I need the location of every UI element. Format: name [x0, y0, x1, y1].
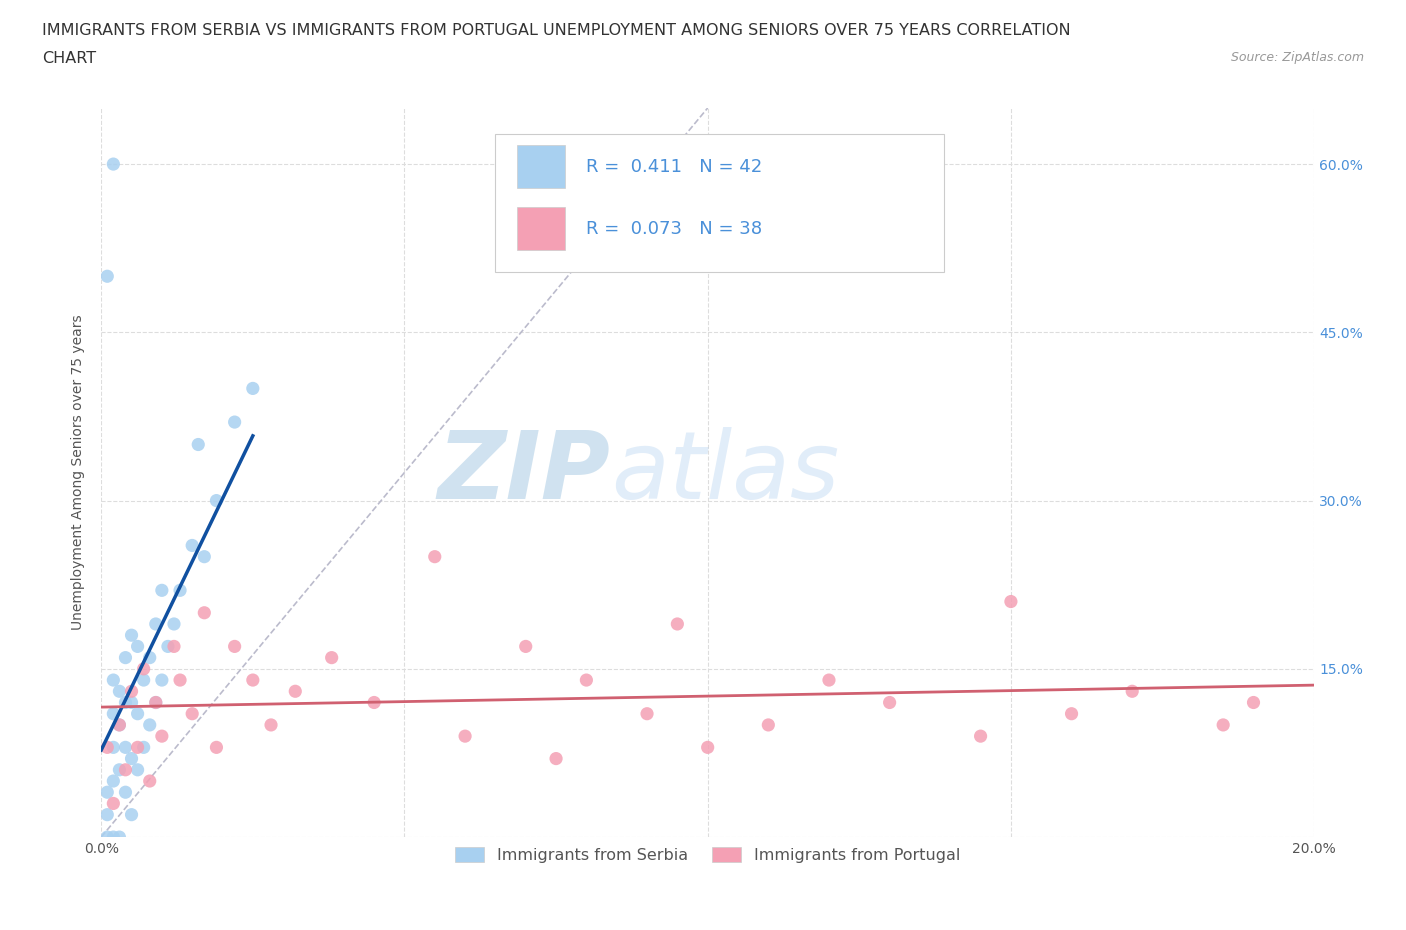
Point — [132, 672, 155, 687]
Point — [454, 729, 477, 744]
Point — [515, 639, 537, 654]
Point — [145, 695, 167, 710]
Point — [103, 796, 125, 811]
Point — [1000, 594, 1022, 609]
Point — [121, 628, 143, 643]
Point — [108, 717, 131, 732]
Point — [163, 617, 186, 631]
Point — [103, 672, 125, 687]
Point — [205, 493, 228, 508]
Point — [114, 650, 136, 665]
Point — [544, 751, 567, 766]
Point — [363, 695, 385, 710]
Point — [108, 763, 131, 777]
Text: ZIP: ZIP — [437, 427, 610, 519]
Point — [756, 717, 779, 732]
Point — [127, 763, 149, 777]
Point — [138, 774, 160, 789]
Point — [108, 684, 131, 698]
Point — [145, 617, 167, 631]
Point — [193, 605, 215, 620]
Text: CHART: CHART — [42, 51, 96, 66]
Point — [96, 830, 118, 844]
Point — [224, 639, 246, 654]
Text: R =  0.411   N = 42: R = 0.411 N = 42 — [586, 158, 762, 176]
Point — [103, 740, 125, 755]
Point — [114, 740, 136, 755]
Point — [193, 550, 215, 565]
FancyBboxPatch shape — [495, 134, 945, 272]
Point — [121, 807, 143, 822]
Point — [108, 830, 131, 844]
Point — [1212, 717, 1234, 732]
Point — [321, 650, 343, 665]
Point — [132, 740, 155, 755]
Point — [114, 695, 136, 710]
Point — [121, 751, 143, 766]
Text: IMMIGRANTS FROM SERBIA VS IMMIGRANTS FROM PORTUGAL UNEMPLOYMENT AMONG SENIORS OV: IMMIGRANTS FROM SERBIA VS IMMIGRANTS FRO… — [42, 23, 1071, 38]
Point — [103, 774, 125, 789]
Point — [96, 740, 118, 755]
Point — [156, 639, 179, 654]
Point — [181, 706, 204, 721]
Point — [818, 672, 841, 687]
Point — [696, 740, 718, 755]
Text: R =  0.073   N = 38: R = 0.073 N = 38 — [586, 219, 762, 238]
Point — [138, 650, 160, 665]
Point — [96, 269, 118, 284]
Point — [224, 415, 246, 430]
Point — [666, 617, 689, 631]
Point — [205, 740, 228, 755]
Point — [260, 717, 283, 732]
Point — [163, 639, 186, 654]
Point — [96, 785, 118, 800]
Point — [114, 763, 136, 777]
Point — [121, 695, 143, 710]
Point — [636, 706, 658, 721]
Point — [103, 156, 125, 171]
FancyBboxPatch shape — [517, 206, 565, 250]
Point — [169, 583, 191, 598]
Point — [423, 550, 446, 565]
Point — [879, 695, 901, 710]
Point — [127, 639, 149, 654]
Point — [187, 437, 209, 452]
Legend: Immigrants from Serbia, Immigrants from Portugal: Immigrants from Serbia, Immigrants from … — [449, 841, 966, 870]
Point — [284, 684, 307, 698]
Point — [1060, 706, 1083, 721]
Point — [96, 807, 118, 822]
Text: Source: ZipAtlas.com: Source: ZipAtlas.com — [1230, 51, 1364, 64]
Point — [150, 729, 173, 744]
Point — [132, 661, 155, 676]
Text: atlas: atlas — [610, 427, 839, 518]
Point — [1121, 684, 1143, 698]
Point — [150, 672, 173, 687]
Point — [127, 740, 149, 755]
Point — [103, 706, 125, 721]
Point — [145, 695, 167, 710]
Point — [127, 706, 149, 721]
Point — [169, 672, 191, 687]
Point — [242, 672, 264, 687]
Y-axis label: Unemployment Among Seniors over 75 years: Unemployment Among Seniors over 75 years — [72, 314, 86, 631]
Point — [103, 830, 125, 844]
Point — [114, 785, 136, 800]
Point — [242, 381, 264, 396]
Point — [969, 729, 991, 744]
Point — [138, 717, 160, 732]
Point — [181, 538, 204, 553]
Point — [150, 583, 173, 598]
FancyBboxPatch shape — [517, 145, 565, 188]
Point — [121, 684, 143, 698]
Point — [1243, 695, 1265, 710]
Point — [108, 717, 131, 732]
Point — [575, 672, 598, 687]
